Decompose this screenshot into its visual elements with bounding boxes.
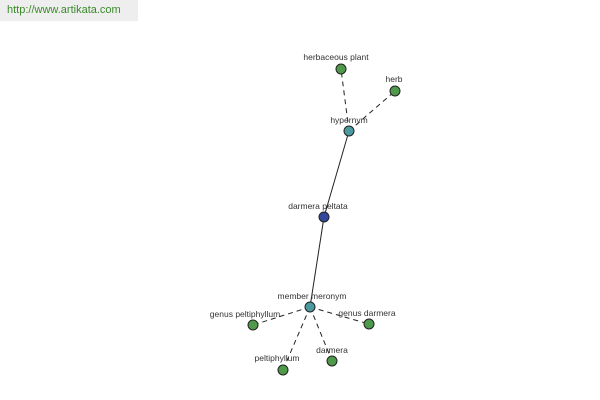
- dashed-edge: [252, 306, 311, 326]
- node-label: genus darmera: [338, 308, 395, 318]
- dashed-edge: [309, 306, 333, 362]
- node: [247, 319, 259, 331]
- node-label: genus peltiphyllum: [210, 309, 280, 319]
- node-label: peltiphyllum: [255, 353, 300, 363]
- node: [389, 85, 401, 97]
- node: [304, 301, 316, 313]
- node: [326, 355, 338, 367]
- header: http://www.artikata.com: [0, 0, 138, 21]
- node-label: herb: [385, 74, 402, 84]
- url-text[interactable]: http://www.artikata.com: [7, 4, 121, 16]
- node: [343, 125, 355, 137]
- node: [335, 63, 347, 75]
- node-label: darmera: [316, 345, 348, 355]
- dashed-edge: [309, 306, 370, 325]
- dashed-edge: [348, 90, 396, 132]
- node-label: herbaceous plant: [303, 52, 369, 62]
- edge: [309, 216, 325, 308]
- node: [363, 318, 375, 330]
- node: [277, 364, 289, 376]
- edge: [323, 130, 350, 218]
- node: [318, 211, 330, 223]
- dashed-edge: [282, 306, 311, 371]
- node-label: member meronym: [278, 291, 347, 301]
- dashed-edge: [340, 68, 350, 132]
- node-label: hypernym: [330, 115, 367, 125]
- node-label: darmera peltata: [288, 201, 348, 211]
